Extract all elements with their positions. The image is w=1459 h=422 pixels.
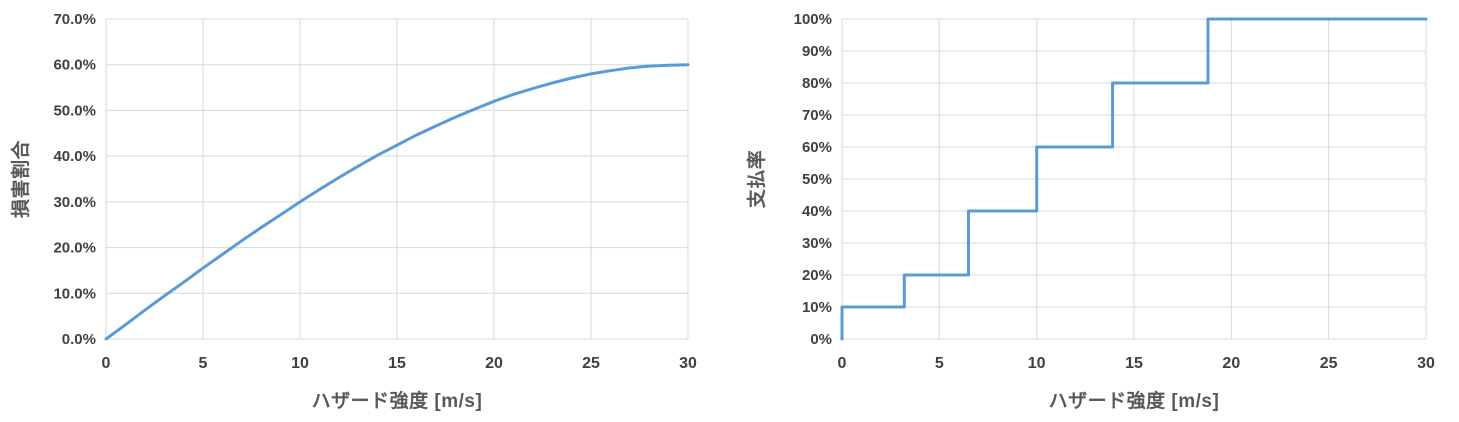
y-tick-label: 10%: [802, 299, 832, 316]
y-tick-label: 70%: [802, 107, 832, 124]
y-tick-label: 50%: [802, 171, 832, 188]
payout-rate-steps-series-line: [840, 17, 1428, 341]
x-tick-label: 25: [582, 355, 600, 372]
y-axis-title-payout-rate: 支払率: [747, 149, 768, 209]
x-tick-label: 30: [679, 355, 697, 372]
x-axis-title-hazard-intensity-left: ハザード強度 [m/s]: [311, 391, 483, 412]
y-tick-label: 80%: [802, 75, 832, 92]
y-tick-label: 60.0%: [53, 57, 96, 74]
y-axis-title-damage-ratio: 損害割合: [11, 140, 32, 219]
payout-rate-chart: 0% 10% 20% 30% 40% 50% 60% 70% 80% 90% 100% 0 5 10 15 2…: [730, 0, 1459, 422]
y-tick-label: 70.0%: [53, 11, 96, 28]
y-tick-label: 90%: [802, 43, 832, 60]
x-tick-label: 20: [485, 355, 503, 372]
x-tick-label: 0: [838, 355, 847, 372]
x-tick-label: 10: [291, 355, 309, 372]
y-tick-label: 20%: [802, 267, 832, 284]
x-tick-label: 15: [388, 355, 406, 372]
y-tick-label: 30%: [802, 235, 832, 252]
x-tick-label: 20: [1222, 355, 1240, 372]
payout-rate-plot: 0% 10% 20% 30% 40% 50% 60% 70% 80% 90% 100% 0 5 10 15 2…: [794, 11, 1435, 372]
y-tick-label: 100%: [794, 11, 832, 28]
damage-ratio-plot: 0.0% 10.0% 20.0% 30.0% 40.0% 50.0% 60.0% 70.0% 0…: [53, 11, 697, 372]
x-tick-label: 5: [935, 355, 944, 372]
x-tick-label: 5: [199, 355, 208, 372]
y-tick-label: 40%: [802, 203, 832, 220]
damage-ratio-chart: 0.0% 10.0% 20.0% 30.0% 40.0% 50.0% 60.0% 70.0% 0…: [11, 11, 697, 412]
x-tick-label: 30: [1417, 355, 1435, 372]
y-tick-label: 20.0%: [53, 240, 96, 257]
y-tick-label: 0.0%: [62, 331, 96, 348]
y-tick-label: 30.0%: [53, 194, 96, 211]
damage-ratio-curve-series-line: [104, 63, 690, 341]
y-tick-label: 50.0%: [53, 102, 96, 119]
y-tick-label: 10.0%: [53, 285, 96, 302]
x-axis-title-hazard-intensity-right: ハザード強度 [m/s]: [1048, 391, 1220, 412]
x-tick-label: 15: [1125, 355, 1143, 372]
x-tick-label: 10: [1028, 355, 1046, 372]
y-tick-label: 40.0%: [53, 148, 96, 165]
x-tick-label: 0: [102, 355, 111, 372]
x-tick-label: 25: [1320, 355, 1338, 372]
y-tick-label: 60%: [802, 139, 832, 156]
y-tick-label: 0%: [810, 331, 832, 348]
